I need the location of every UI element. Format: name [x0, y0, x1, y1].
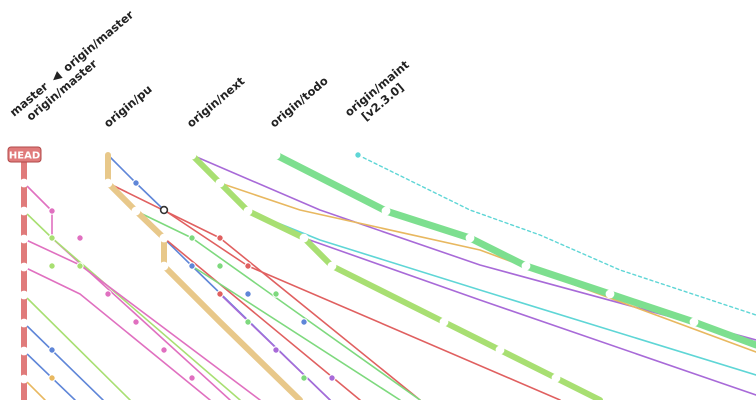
graph-nodes [19, 150, 699, 384]
commit-node[interactable] [188, 262, 196, 270]
commit-node[interactable] [48, 262, 56, 270]
commit-node-maint[interactable] [354, 151, 362, 159]
commit-node[interactable] [19, 178, 29, 188]
commit-node[interactable] [216, 234, 224, 242]
ref-next[interactable]: origin/next [184, 74, 248, 131]
commit-node[interactable] [48, 234, 56, 242]
commit-node[interactable] [551, 373, 561, 383]
commit-node[interactable] [76, 262, 84, 270]
commit-node[interactable] [76, 234, 84, 242]
commit-node[interactable] [19, 318, 29, 328]
ref-master-label: master ◀ origin/master [7, 7, 137, 119]
commit-node[interactable] [327, 261, 337, 271]
edge-pu-green [135, 210, 421, 400]
head-badge-box [7, 146, 42, 163]
commit-node[interactable] [300, 374, 308, 382]
commit-node[interactable] [159, 261, 169, 271]
commit-node[interactable] [439, 317, 449, 327]
commit-node[interactable] [103, 178, 113, 188]
head-badge[interactable]: HEAD [7, 146, 42, 163]
edge-maint [357, 154, 756, 316]
ref-maint[interactable]: origin/maint [v2.3.0] [342, 57, 421, 130]
edge-master-branch [23, 378, 46, 400]
commit-node[interactable] [605, 289, 615, 299]
commit-node[interactable] [300, 318, 308, 326]
commit-node[interactable] [187, 150, 197, 160]
commit-node[interactable] [48, 207, 56, 215]
edge-next-main [189, 152, 603, 400]
commit-node[interactable] [19, 346, 29, 356]
commit-node[interactable] [272, 290, 280, 298]
commit-node[interactable] [243, 206, 253, 216]
commit-node[interactable] [160, 346, 168, 354]
commit-node[interactable] [271, 150, 281, 160]
commit-node[interactable] [131, 206, 141, 216]
commit-node[interactable] [272, 346, 280, 354]
commit-node[interactable] [689, 317, 699, 327]
commit-node-merge[interactable] [159, 205, 169, 215]
commit-node[interactable] [19, 262, 29, 272]
ref-pu-label: origin/pu [101, 82, 155, 130]
edge-pu-green2 [191, 265, 401, 400]
graph-edges [21, 151, 756, 400]
edge-master-branch [23, 182, 231, 400]
edge-next-purple [191, 154, 756, 341]
commit-node[interactable] [381, 206, 391, 216]
ref-next-label: origin/next [184, 74, 248, 131]
commit-node[interactable] [465, 233, 475, 243]
commit-node[interactable] [521, 261, 531, 271]
commit-node[interactable] [19, 234, 29, 244]
ref-pu[interactable]: origin/pu [101, 82, 155, 130]
commit-node[interactable] [104, 290, 112, 298]
commit-node[interactable] [19, 290, 29, 300]
commit-node[interactable] [215, 178, 225, 188]
commit-node[interactable] [48, 346, 56, 354]
commit-node[interactable] [495, 345, 505, 355]
commit-node[interactable] [48, 374, 56, 382]
commit-node[interactable] [328, 374, 336, 382]
commit-node[interactable] [132, 179, 140, 187]
commit-node[interactable] [19, 374, 29, 384]
edge-master-branch [23, 266, 211, 400]
commit-node[interactable] [244, 290, 252, 298]
edge-todo-main [272, 151, 756, 349]
commit-node[interactable] [188, 374, 196, 382]
commit-node[interactable] [244, 262, 252, 270]
commit-node[interactable] [216, 262, 224, 270]
edge-pu-red2 [163, 237, 361, 400]
head-badge-label: HEAD [9, 151, 40, 162]
edge-master-branch [23, 322, 104, 400]
commit-node[interactable] [132, 318, 140, 326]
commit-node[interactable] [216, 290, 224, 298]
commit-node[interactable] [299, 233, 309, 243]
commit-node[interactable] [188, 234, 196, 242]
ref-todo-label: origin/todo [267, 73, 331, 130]
ref-todo[interactable]: origin/todo [267, 73, 331, 130]
edge-next-orange [219, 182, 756, 353]
commit-node[interactable] [244, 318, 252, 326]
edge-master-branch [23, 294, 131, 400]
edge-next-purple2 [303, 237, 756, 396]
commit-node[interactable] [159, 233, 169, 243]
commit-node[interactable] [19, 206, 29, 216]
